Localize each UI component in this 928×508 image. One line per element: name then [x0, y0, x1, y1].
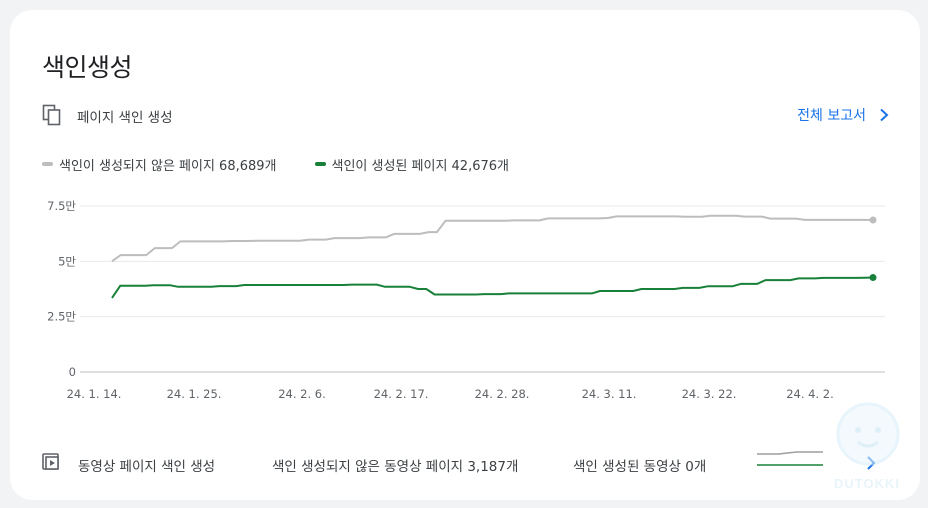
watermark-logo: DUTOKKI	[828, 398, 912, 498]
y-tick-label: 0	[69, 365, 76, 379]
x-tick-label: 24. 2. 17.	[374, 387, 429, 401]
watermark-text: DUTOKKI	[834, 476, 900, 491]
video-not-indexed-count: 색인 생성되지 않은 동영상 페이지 3,187개	[272, 459, 519, 475]
page-indexing-header: 페이지 색인 생성 전체 보고서	[42, 104, 890, 128]
chevron-right-icon	[880, 108, 889, 122]
video-sparkline	[757, 451, 823, 466]
page-indexing-label: 페이지 색인 생성	[77, 110, 173, 126]
legend-swatch-gray	[42, 162, 53, 166]
y-tick-label: 2.5만	[47, 310, 76, 324]
legend-indexed[interactable]: 색인이 생성된 페이지 42,676개	[314, 155, 509, 174]
series-endpoint-not-indexed	[869, 216, 877, 224]
legend-not-indexed-label: 색인이 생성되지 않은 페이지 68,689개	[59, 158, 277, 174]
spark-not-indexed-line	[757, 451, 823, 455]
full-report-link[interactable]: 전체 보고서	[797, 104, 890, 126]
series-line-not-indexed	[111, 214, 874, 263]
watermark-face-icon	[836, 402, 900, 466]
x-tick-label: 24. 4. 2.	[786, 387, 834, 401]
legend-not-indexed[interactable]: 색인이 생성되지 않은 페이지 68,689개	[42, 155, 277, 174]
indexing-card: 색인생성 페이지 색인 생성 전체 보고서 색인이 생성되지 않은 페이지 68…	[10, 10, 920, 500]
indexing-line-chart: 0 2.5만 5만 7.5만 24. 1. 14. 24. 1. 25. 24. 2. 6.…	[47, 199, 885, 401]
series-line-indexed	[111, 276, 874, 299]
legend-indexed-label: 색인이 생성된 페이지 42,676개	[331, 158, 509, 174]
video-indexing-row[interactable]: 동영상 페이지 색인 생성 색인 생성되지 않은 동영상 페이지 3,187개 …	[42, 443, 902, 479]
x-tick-label: 24. 1. 14.	[67, 387, 122, 401]
legend-swatch-green	[314, 162, 326, 166]
copy-pages-icon	[42, 104, 61, 126]
x-tick-label: 24. 3. 22.	[682, 387, 737, 401]
video-indexed-count: 색인 생성된 동영상 0개	[573, 459, 707, 475]
x-tick-label: 24. 1. 25.	[167, 387, 222, 401]
y-tick-label: 5만	[58, 254, 76, 268]
series-endpoint-indexed	[869, 274, 877, 282]
video-indexing-label: 동영상 페이지 색인 생성	[78, 459, 216, 475]
chart-legend: 색인이 생성되지 않은 페이지 68,689개 색인이 생성된 페이지 42,6…	[42, 153, 547, 175]
card-title: 색인생성	[42, 53, 133, 82]
x-tick-label: 24. 2. 6.	[278, 387, 326, 401]
x-tick-label: 24. 3. 11.	[582, 387, 637, 401]
full-report-label: 전체 보고서	[797, 108, 866, 124]
x-tick-label: 24. 2. 28.	[475, 387, 530, 401]
y-tick-label: 7.5만	[47, 199, 76, 213]
video-library-icon	[42, 453, 59, 470]
